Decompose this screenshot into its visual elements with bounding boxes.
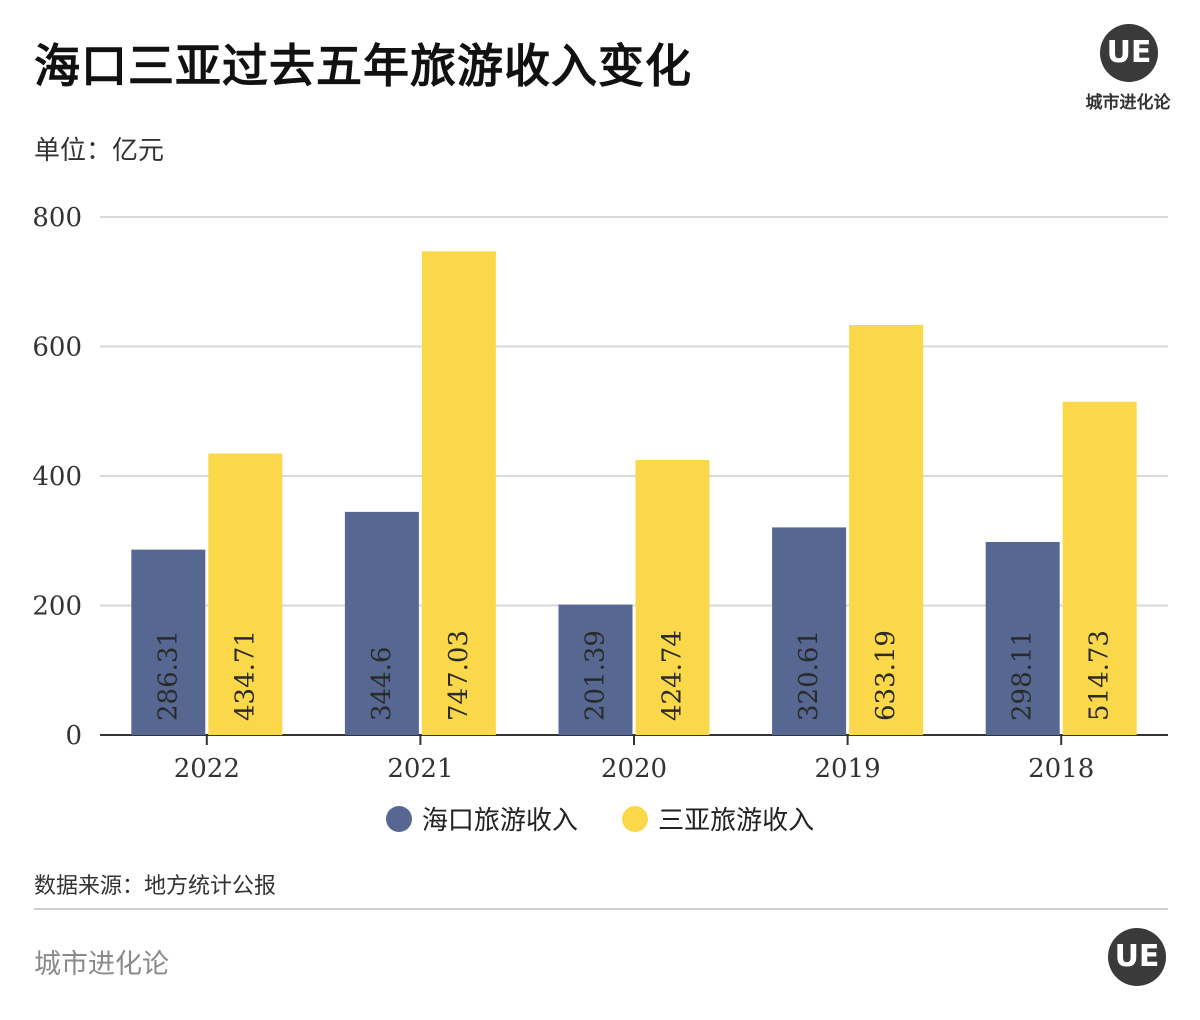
legend-item-haikou: 海口旅游收入 [385, 800, 578, 837]
y-tick-label: 400 [32, 462, 82, 492]
logo-circle [1100, 24, 1158, 82]
legend: 海口旅游收入 三亚旅游收入 [0, 800, 1200, 839]
bar-sanya [421, 251, 496, 735]
data-label: 434.71 [230, 630, 260, 721]
y-tick-label: 200 [32, 592, 82, 622]
bar-sanya [208, 453, 283, 735]
x-tick-label: 2021 [387, 754, 453, 784]
unit-label: 单位：亿元 [34, 136, 165, 166]
bar-haikou [772, 527, 847, 735]
x-tick-label: 2019 [815, 754, 881, 784]
logo-name: 城市进化论 [1085, 93, 1171, 113]
legend-swatch-sanya [622, 805, 649, 832]
data-label: 514.73 [1085, 630, 1115, 721]
bar-chart: 0 200 400 600 800 2022 286.31 434.71 2021 344.6 74… [32, 203, 1168, 784]
y-tick-label: 0 [65, 721, 82, 751]
x-tick-label: 2018 [1028, 754, 1094, 784]
brand-logo: UE 城市进化论 [1078, 24, 1178, 114]
bar-haikou [344, 511, 419, 735]
bar-sanya [1062, 401, 1137, 735]
y-tick-label: 600 [32, 333, 82, 363]
footer-logo: UE [1108, 928, 1166, 986]
bar-haikou [558, 604, 633, 735]
data-label: 747.03 [444, 630, 474, 721]
source-note: 数据来源：地方统计公报 [34, 874, 277, 899]
chart-title: 海口三亚过去五年旅游收入变化 [34, 39, 692, 93]
data-label: 286.31 [153, 630, 183, 721]
x-tick-label: 2022 [174, 754, 240, 784]
legend-item-sanya: 三亚旅游收入 [622, 800, 814, 837]
y-tick-label: 800 [32, 203, 82, 233]
footer-brand: 城市进化论 [34, 949, 169, 980]
data-label: 320.61 [794, 630, 824, 721]
data-label: 344.6 [367, 647, 397, 721]
legend-swatch-haikou [385, 805, 412, 832]
legend-label-haikou: 海口旅游收入 [421, 806, 578, 836]
bar-haikou [985, 541, 1060, 735]
bar-haikou [131, 549, 206, 735]
data-label: 633.19 [871, 630, 901, 721]
data-label: 424.74 [658, 630, 688, 721]
logo-mark: UE [1106, 35, 1152, 70]
data-label: 298.11 [1008, 630, 1038, 721]
data-label: 201.39 [581, 630, 611, 721]
bar-sanya [635, 459, 710, 735]
bar-sanya [849, 325, 924, 735]
footer-divider [34, 908, 1168, 910]
x-tick-label: 2020 [601, 754, 667, 784]
legend-label-sanya: 三亚旅游收入 [658, 806, 815, 836]
